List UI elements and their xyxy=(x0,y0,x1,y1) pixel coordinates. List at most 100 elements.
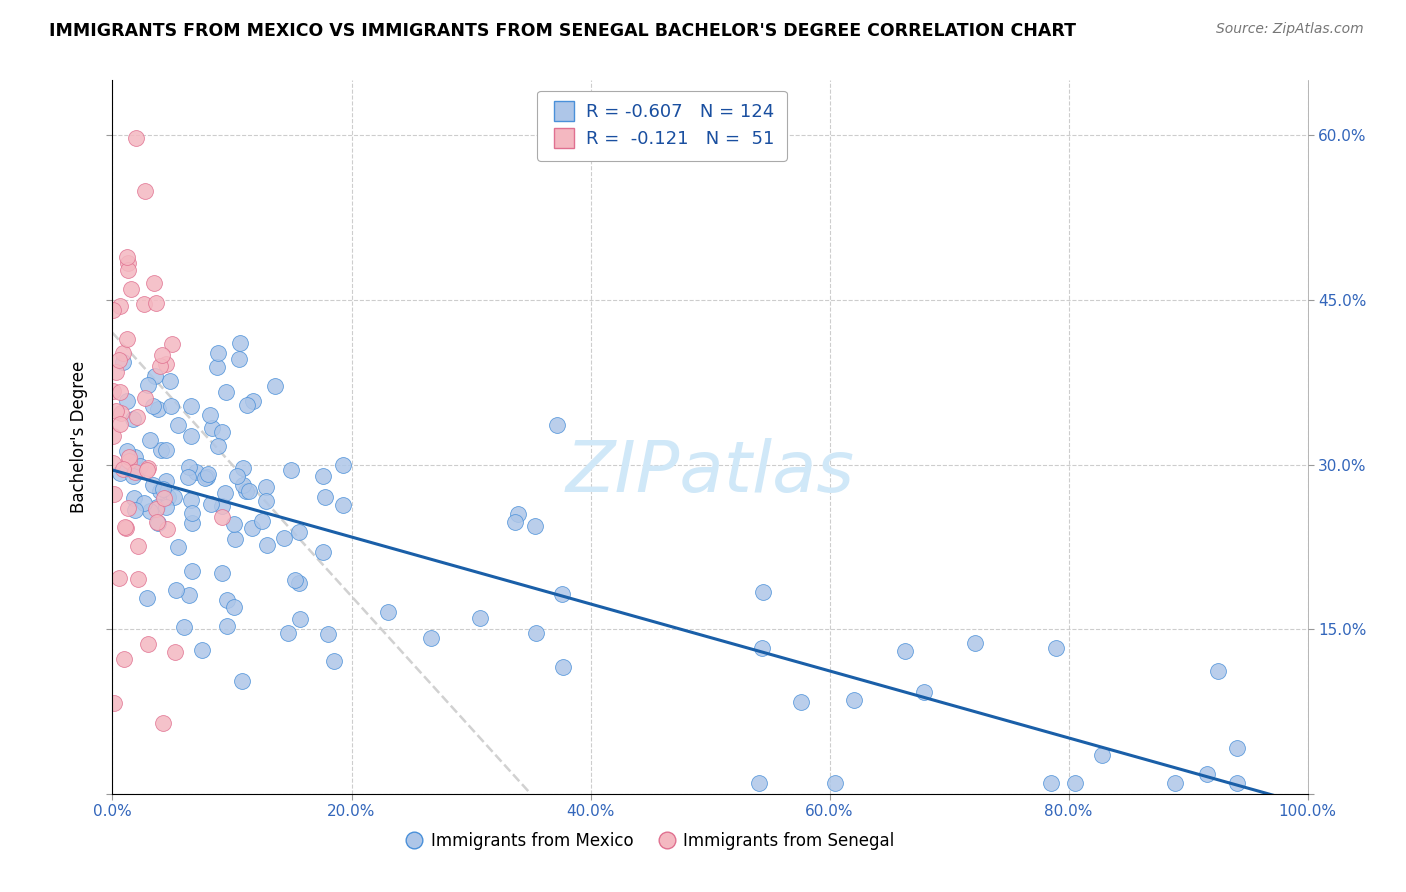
Point xyxy=(124,503,146,517)
Point xyxy=(160,337,183,351)
Point xyxy=(125,410,148,425)
Point xyxy=(524,626,547,640)
Point xyxy=(146,515,169,529)
Point xyxy=(122,491,145,506)
Point xyxy=(254,480,277,494)
Point xyxy=(224,532,246,546)
Point xyxy=(136,637,159,651)
Point xyxy=(314,490,336,504)
Point xyxy=(232,461,254,475)
Point xyxy=(124,465,146,479)
Point xyxy=(115,332,138,346)
Point xyxy=(138,504,160,518)
Point xyxy=(1063,776,1085,790)
Point xyxy=(1164,776,1187,790)
Point xyxy=(235,483,257,498)
Point xyxy=(1045,641,1067,656)
Point xyxy=(332,499,354,513)
Point xyxy=(211,566,233,581)
Point xyxy=(523,518,546,533)
Point xyxy=(149,442,172,457)
Point xyxy=(1091,747,1114,762)
Point xyxy=(201,421,224,435)
Point xyxy=(229,336,252,351)
Point xyxy=(420,631,443,645)
Point xyxy=(155,443,177,458)
Point xyxy=(264,379,287,393)
Point xyxy=(254,494,277,508)
Point xyxy=(120,282,142,296)
Point xyxy=(108,571,131,585)
Point xyxy=(332,458,354,472)
Point xyxy=(177,470,200,484)
Point xyxy=(224,517,246,532)
Point xyxy=(180,492,202,507)
Point xyxy=(551,587,574,601)
Point xyxy=(207,439,229,453)
Point xyxy=(842,693,865,707)
Point xyxy=(198,408,221,422)
Point xyxy=(125,131,148,145)
Point xyxy=(1226,741,1249,756)
Point xyxy=(108,384,131,399)
Point xyxy=(117,500,139,515)
Point xyxy=(165,583,187,598)
Point xyxy=(117,443,139,458)
Point xyxy=(824,776,846,790)
Point xyxy=(232,478,254,492)
Point xyxy=(553,660,575,674)
Point xyxy=(104,404,127,418)
Point xyxy=(143,276,166,290)
Point xyxy=(173,619,195,633)
Point xyxy=(139,433,162,447)
Point xyxy=(167,418,190,433)
Point xyxy=(117,256,139,270)
Point xyxy=(142,478,165,492)
Point xyxy=(195,469,218,483)
Y-axis label: Bachelor's Degree: Bachelor's Degree xyxy=(70,361,89,513)
Point xyxy=(180,399,202,413)
Point xyxy=(115,250,138,264)
Point xyxy=(146,402,169,417)
Point xyxy=(159,374,181,388)
Point xyxy=(149,359,172,373)
Point xyxy=(101,429,124,443)
Point xyxy=(155,474,177,488)
Point xyxy=(205,359,228,374)
Point xyxy=(181,564,204,578)
Point xyxy=(288,524,311,539)
Point xyxy=(222,599,245,614)
Point xyxy=(238,483,260,498)
Point xyxy=(136,591,159,606)
Point xyxy=(197,467,219,482)
Point xyxy=(468,610,491,624)
Point xyxy=(110,467,132,481)
Point xyxy=(146,500,169,515)
Point xyxy=(160,399,183,413)
Point xyxy=(180,429,202,443)
Point xyxy=(752,584,775,599)
Text: ZIPatlas: ZIPatlas xyxy=(565,438,855,508)
Point xyxy=(215,384,238,399)
Point xyxy=(112,346,135,360)
Point xyxy=(129,458,152,473)
Point xyxy=(108,299,131,313)
Point xyxy=(153,491,176,505)
Point xyxy=(284,574,307,588)
Point xyxy=(211,425,233,439)
Point xyxy=(156,490,179,504)
Point xyxy=(134,184,156,198)
Point xyxy=(112,462,135,476)
Point xyxy=(748,776,770,790)
Point xyxy=(288,575,311,590)
Point xyxy=(163,645,186,659)
Point xyxy=(167,540,190,554)
Point xyxy=(912,685,935,699)
Point xyxy=(506,507,529,521)
Point xyxy=(101,303,124,318)
Point xyxy=(107,353,129,368)
Point xyxy=(546,418,568,433)
Point xyxy=(228,352,250,367)
Point xyxy=(180,506,202,520)
Point xyxy=(110,406,132,420)
